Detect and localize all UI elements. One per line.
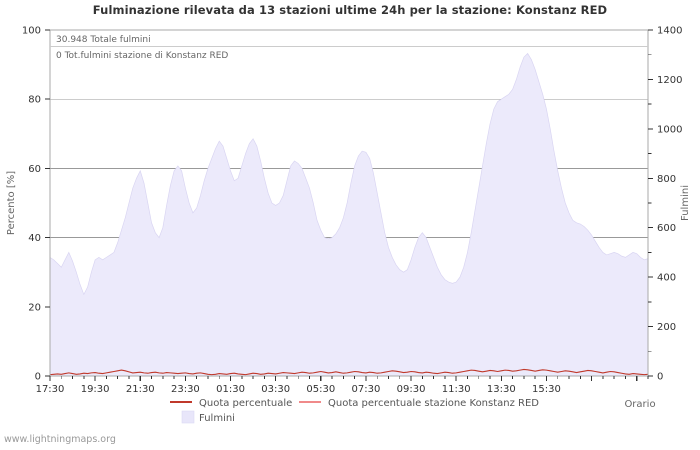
svg-text:1200: 1200 bbox=[657, 75, 682, 86]
svg-text:0 Tot.fulmini stazione di Kons: 0 Tot.fulmini stazione di Konstanz RED bbox=[56, 51, 228, 61]
fulmini-area-series bbox=[49, 52, 649, 377]
svg-text:60: 60 bbox=[28, 164, 41, 175]
svg-text:03:30: 03:30 bbox=[261, 384, 290, 395]
svg-text:100: 100 bbox=[22, 26, 41, 37]
svg-text:Fulmini: Fulmini bbox=[199, 413, 235, 424]
svg-text:21:30: 21:30 bbox=[126, 384, 155, 395]
svg-text:Quota percentuale: Quota percentuale bbox=[199, 398, 292, 409]
svg-text:800: 800 bbox=[657, 174, 676, 185]
axis-tick-labels: 020406080100020040060080010001200140017:… bbox=[22, 26, 683, 396]
svg-text:Percento [%]: Percento [%] bbox=[6, 171, 17, 235]
svg-text:Fulmini: Fulmini bbox=[680, 185, 691, 221]
svg-text:19:30: 19:30 bbox=[81, 384, 110, 395]
svg-text:17:30: 17:30 bbox=[36, 384, 65, 395]
svg-text:1000: 1000 bbox=[657, 124, 682, 135]
svg-text:05:30: 05:30 bbox=[306, 384, 335, 395]
svg-text:09:30: 09:30 bbox=[397, 384, 426, 395]
svg-text:600: 600 bbox=[657, 223, 676, 234]
axis-ticks bbox=[45, 29, 653, 381]
watermark: www.lightningmaps.org bbox=[4, 434, 116, 445]
svg-text:11:30: 11:30 bbox=[442, 384, 471, 395]
svg-text:15:30: 15:30 bbox=[532, 384, 561, 395]
svg-text:20: 20 bbox=[28, 302, 41, 313]
svg-text:1400: 1400 bbox=[657, 26, 682, 37]
svg-text:40: 40 bbox=[28, 233, 41, 244]
svg-text:80: 80 bbox=[28, 95, 41, 106]
chart-annotations: 30.948 Totale fulmini 0 Tot.fulmini stazi… bbox=[50, 35, 648, 61]
svg-text:0: 0 bbox=[35, 372, 41, 383]
svg-text:Orario: Orario bbox=[624, 399, 655, 410]
axis-titles: Percento [%] Fulmini Orario bbox=[6, 171, 691, 410]
svg-text:30.948 Totale fulmini: 30.948 Totale fulmini bbox=[56, 35, 151, 45]
svg-text:13:30: 13:30 bbox=[487, 384, 516, 395]
chart-legend: Quota percentuale Quota percentuale stazi… bbox=[170, 398, 539, 424]
svg-text:23:30: 23:30 bbox=[171, 384, 200, 395]
svg-text:Quota percentuale stazione Kon: Quota percentuale stazione Konstanz RED bbox=[328, 398, 539, 409]
svg-text:200: 200 bbox=[657, 322, 676, 333]
svg-text:400: 400 bbox=[657, 273, 676, 284]
svg-text:07:30: 07:30 bbox=[352, 384, 381, 395]
page-title: Fulminazione rilevata da 13 stazioni ult… bbox=[92, 3, 608, 17]
svg-text:01:30: 01:30 bbox=[216, 384, 245, 395]
svg-text:0: 0 bbox=[657, 372, 663, 383]
